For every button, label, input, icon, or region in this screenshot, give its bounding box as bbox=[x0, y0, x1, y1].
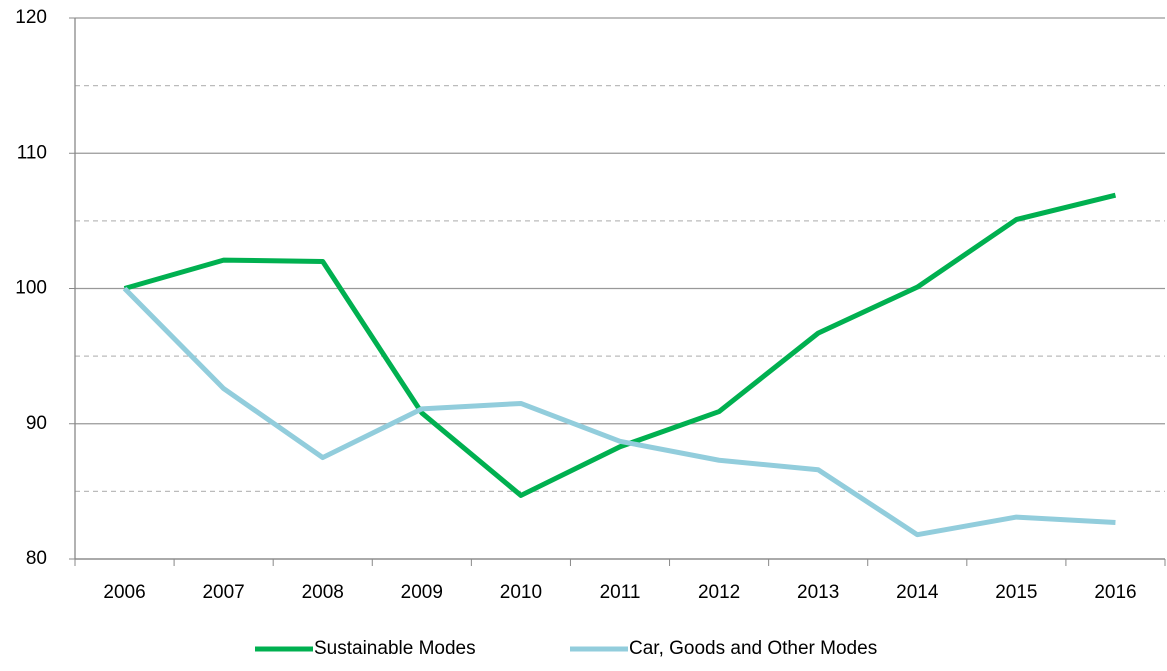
x-tick-label: 2012 bbox=[698, 582, 740, 603]
x-tick-label: 2010 bbox=[500, 582, 542, 603]
x-tick-label: 2015 bbox=[995, 582, 1037, 603]
x-tick-label: 2006 bbox=[103, 582, 145, 603]
series-line bbox=[123, 192, 1117, 498]
legend-label: Car, Goods and Other Modes bbox=[629, 638, 877, 659]
x-tick-label: 2013 bbox=[797, 582, 839, 603]
x-tick-label: 2011 bbox=[600, 582, 641, 603]
y-tick-label: 80 bbox=[26, 548, 47, 569]
series-line bbox=[122, 286, 1116, 538]
x-tick-label: 2007 bbox=[202, 582, 244, 603]
x-tick-label: 2008 bbox=[302, 582, 344, 603]
x-tick-label: 2009 bbox=[401, 582, 443, 603]
legend-label: Sustainable Modes bbox=[314, 638, 476, 659]
y-tick-label: 110 bbox=[17, 142, 47, 163]
x-tick-label: 2014 bbox=[896, 582, 939, 603]
y-tick-label: 120 bbox=[15, 7, 47, 28]
y-tick-label: 90 bbox=[26, 413, 47, 434]
y-tick-label: 100 bbox=[15, 278, 47, 299]
x-tick-label: 2016 bbox=[1094, 582, 1136, 603]
